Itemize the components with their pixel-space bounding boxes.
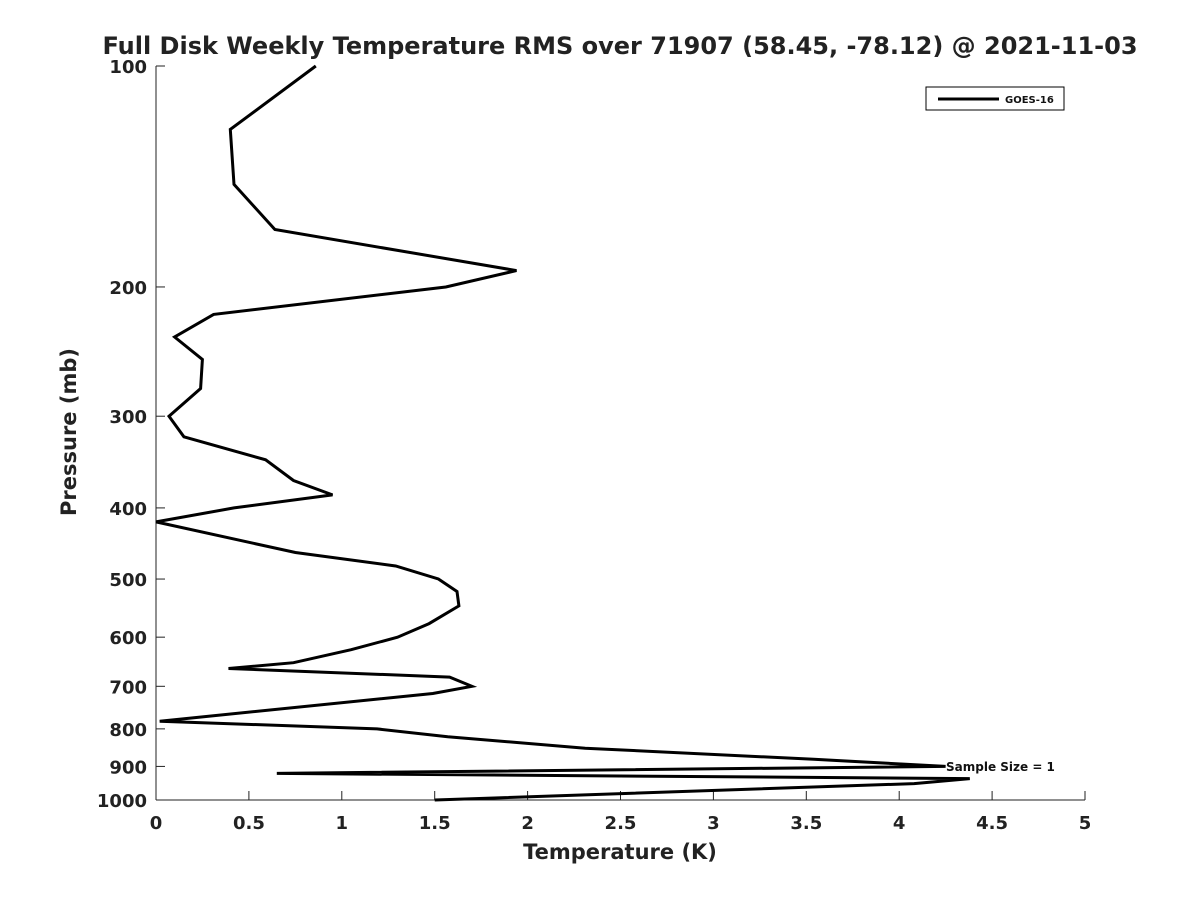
plot-frame bbox=[155, 66, 1085, 801]
series-line-goes-16 bbox=[155, 64, 970, 802]
legend: GOES-16 bbox=[925, 86, 1065, 111]
y-tick-label: 400 bbox=[109, 499, 147, 520]
x-tick-label: 1 bbox=[336, 813, 349, 834]
sample-size-annotation: Sample Size = 1 bbox=[946, 760, 1055, 774]
y-axis-label: Pressure (mb) bbox=[57, 348, 81, 516]
x-tick-label: 2 bbox=[521, 813, 534, 834]
x-tick-label: 4 bbox=[893, 813, 906, 834]
y-tick-label: 300 bbox=[109, 407, 147, 428]
x-tick-label: 2.5 bbox=[605, 813, 637, 834]
x-axis-ticks: 0 0.5 1 1.5 2 2.5 3 3.5 4 4.5 5 bbox=[150, 791, 1092, 834]
y-tick-label: 100 bbox=[109, 57, 147, 78]
series-layer bbox=[155, 64, 970, 802]
chart-title: Full Disk Weekly Temperature RMS over 71… bbox=[102, 32, 1137, 60]
legend-label-goes-16: GOES-16 bbox=[1005, 95, 1054, 106]
y-tick-label: 800 bbox=[109, 720, 147, 741]
y-tick-label: 900 bbox=[109, 757, 147, 778]
x-tick-label: 3.5 bbox=[790, 813, 822, 834]
y-axis-ticks: 100 200 300 400 500 600 700 800 900 1000 bbox=[97, 57, 165, 812]
x-tick-label: 3 bbox=[707, 813, 720, 834]
y-tick-label: 700 bbox=[109, 677, 147, 698]
x-tick-label: 4.5 bbox=[976, 813, 1008, 834]
x-tick-label: 0.5 bbox=[233, 813, 265, 834]
y-tick-label: 500 bbox=[109, 570, 147, 591]
x-tick-label: 0 bbox=[150, 813, 163, 834]
x-axis-label: Temperature (K) bbox=[523, 840, 717, 864]
y-tick-label: 200 bbox=[109, 278, 147, 299]
x-tick-label: 1.5 bbox=[419, 813, 451, 834]
y-tick-label: 600 bbox=[109, 628, 147, 649]
x-tick-label: 5 bbox=[1079, 813, 1092, 834]
y-tick-label: 1000 bbox=[97, 791, 147, 812]
